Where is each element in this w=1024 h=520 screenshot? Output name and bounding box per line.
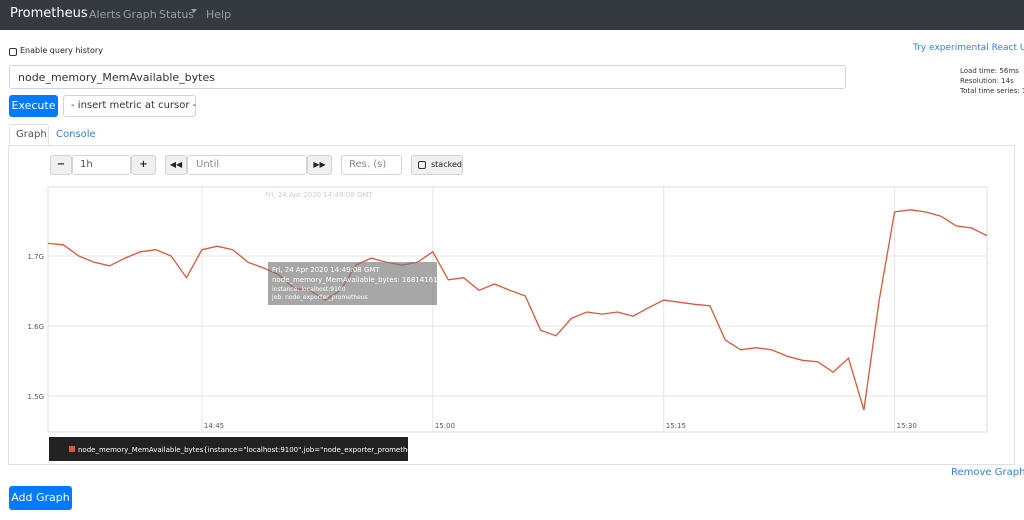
tooltip-line: job: node_exporter_prometheus xyxy=(271,294,368,301)
metric-select[interactable]: - insert metric at cursor - xyxy=(63,95,196,117)
hover-time: Fri, 24 Apr 2020 14:49:08 GMT xyxy=(265,191,373,199)
plus-button[interactable]: + xyxy=(131,155,156,175)
stat: Resolution: 14s xyxy=(960,77,1014,85)
checkbox[interactable] xyxy=(9,48,17,56)
brand[interactable]: Prometheus xyxy=(10,6,88,21)
nav-link[interactable]: Alerts xyxy=(89,8,121,21)
query-history-label[interactable]: Enable query history xyxy=(20,46,103,55)
y-tick-label: 1.5G xyxy=(27,393,44,401)
grid: 1.5G 1.6G 1.7G 14:45 15:00 15:15 15:30 xyxy=(27,187,987,432)
graph-panel xyxy=(8,145,1015,465)
stacked-checkbox xyxy=(418,161,426,169)
query-input[interactable]: node_memory_MemAvailable_bytes xyxy=(9,65,846,89)
resolution-input[interactable]: Res. (s) xyxy=(341,155,402,175)
back-button[interactable]: ◀◀ xyxy=(165,155,187,175)
y-tick-label: 1.6G xyxy=(27,323,44,331)
remove-graph-link[interactable]: Remove Graph xyxy=(951,467,1024,478)
y-tick-label: 1.7G xyxy=(27,253,44,261)
x-tick-label: 15:30 xyxy=(897,422,917,430)
series xyxy=(47,209,988,411)
navbar xyxy=(0,0,1024,30)
legend-swatch xyxy=(69,446,75,452)
range-input[interactable]: 1h xyxy=(72,155,131,175)
tooltip-line: instance: localhost:9100 xyxy=(272,286,346,293)
plot-frame xyxy=(47,186,988,433)
execute-button[interactable]: Execute xyxy=(9,95,58,117)
minus-button[interactable]: − xyxy=(50,155,72,175)
tab-active xyxy=(9,124,49,146)
x-tick-label: 14:45 xyxy=(204,422,224,430)
tab[interactable]: Graph xyxy=(16,129,47,140)
nav-link[interactable]: Graph xyxy=(123,8,157,21)
tooltip-line: node_memory_MemAvailable_bytes: 16814161… xyxy=(272,276,446,284)
series-line xyxy=(47,209,988,411)
caret xyxy=(191,9,197,13)
tooltip xyxy=(268,262,437,305)
forward-button[interactable]: ▶▶ xyxy=(307,155,332,175)
legend-label[interactable]: node_memory_MemAvailable_bytes{instance=… xyxy=(78,446,428,454)
tooltip-line: Fri, 24 Apr 2020 14:49:08 GMT xyxy=(272,266,380,274)
until-input[interactable]: Until xyxy=(187,155,307,175)
nav-link[interactable]: Status xyxy=(159,8,195,21)
stat: Total time series: 1 xyxy=(960,87,1024,95)
legend xyxy=(49,437,408,461)
experimental-link[interactable]: Try experimental React UI xyxy=(913,43,1024,53)
stat: Load time: 56ms xyxy=(960,67,1019,75)
x-tick-label: 15:15 xyxy=(666,422,686,430)
stacked-button[interactable]: stacked xyxy=(411,155,463,175)
nav-link[interactable]: Help xyxy=(206,8,232,21)
tab[interactable]: Console xyxy=(56,129,96,140)
add-graph-button[interactable]: Add Graph xyxy=(9,486,72,510)
x-tick-label: 15:00 xyxy=(435,422,455,430)
